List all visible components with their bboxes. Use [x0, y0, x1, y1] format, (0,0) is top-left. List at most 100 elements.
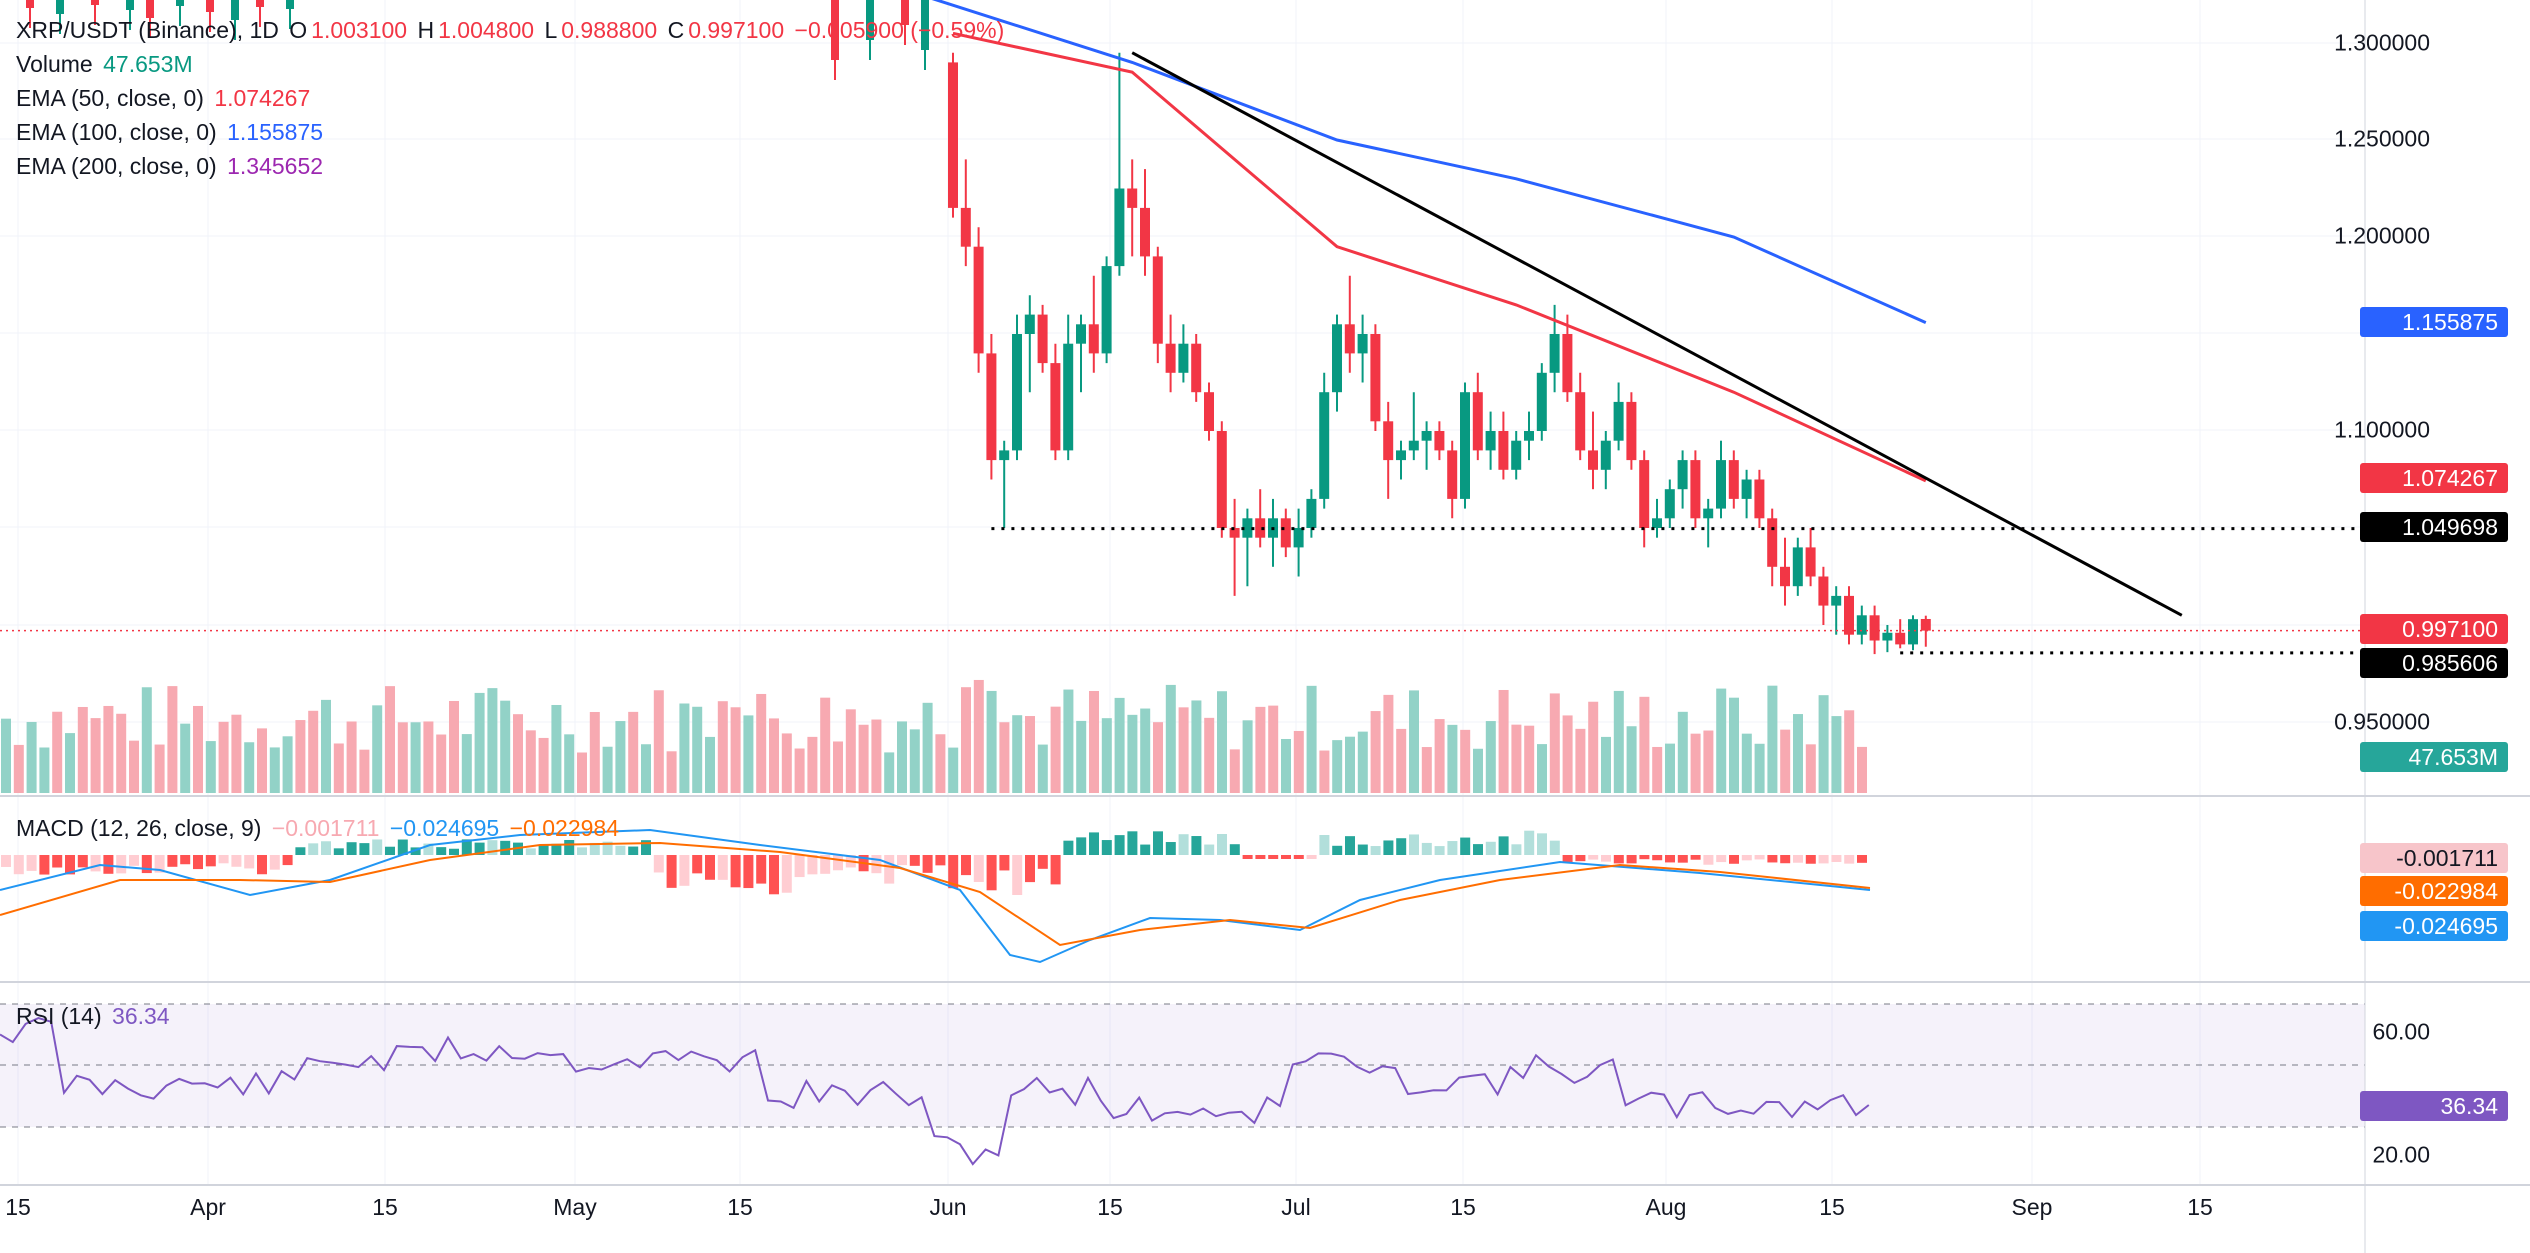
macd-hist-bar: [1447, 841, 1458, 855]
volume-bar: [1140, 708, 1151, 793]
candle-body: [1383, 421, 1394, 461]
macd-hist-bar: [141, 855, 152, 874]
volume-bar: [858, 724, 869, 793]
close-value: 0.997100: [688, 17, 785, 43]
macd-hist-bar: [231, 855, 242, 867]
volume-bar: [525, 730, 536, 793]
volume-bar: [436, 734, 447, 793]
volume-bar: [602, 746, 613, 793]
ema50-legend[interactable]: EMA (50, close, 0) 1.074267: [16, 82, 314, 114]
macd-hist-bar: [705, 855, 715, 880]
volume-bar: [589, 711, 600, 793]
volume-bar: [1562, 715, 1573, 793]
volume-legend[interactable]: Volume 47.653M: [16, 48, 197, 80]
candle-body: [1421, 431, 1432, 441]
time-label: Jul: [1281, 1194, 1311, 1220]
candle-body: [1869, 615, 1880, 641]
macd-hist-bar: [1101, 840, 1112, 855]
macd-hist-bar: [295, 847, 306, 855]
volume-bar: [410, 722, 421, 793]
candle-body: [1818, 576, 1829, 606]
ema100-label: EMA (100, close, 0): [16, 119, 217, 145]
macd-hist-bar: [756, 855, 767, 884]
macd-hist-bar: [1434, 846, 1445, 855]
macd-hist-bar: [1229, 844, 1240, 855]
volume-bar: [1652, 746, 1663, 793]
macd-hist-bar: [52, 855, 63, 868]
volume-bar: [1396, 728, 1407, 793]
ema100-legend[interactable]: EMA (100, close, 0) 1.155875: [16, 116, 327, 148]
drawings[interactable]: [0, 51, 2365, 655]
ema100-badge: 1.155875: [2360, 307, 2508, 337]
volume-bar: [1332, 740, 1343, 793]
volume-bar: [1511, 724, 1522, 793]
symbol-name[interactable]: XRP/USDT (Binance), 1D: [16, 17, 279, 43]
macd-hist-bar: [282, 855, 293, 866]
macd-hist-bar: [999, 855, 1010, 871]
ema50-value: 1.074267: [214, 85, 311, 111]
macd-hist-bar: [1, 855, 11, 867]
macd-hist-bar: [1524, 830, 1535, 855]
rsi-legend[interactable]: RSI (14) 36.34: [16, 1000, 174, 1032]
candle-body: [1908, 619, 1918, 645]
volume-bar: [180, 723, 191, 793]
time-label: Aug: [1645, 1194, 1687, 1220]
candle-body: [1344, 324, 1355, 354]
volume-bar: [1639, 696, 1650, 793]
macd-hist-bar: [1575, 855, 1586, 862]
ema200-legend[interactable]: EMA (200, close, 0) 1.345652: [16, 150, 327, 182]
macd-hist-bar: [1754, 855, 1765, 860]
macd-legend[interactable]: MACD (12, 26, close, 9) −0.001711 −0.024…: [16, 812, 623, 844]
volume-bar: [77, 706, 88, 793]
time-label: Apr: [190, 1194, 226, 1220]
macd-hist-bar: [602, 841, 613, 855]
volume-bar: [794, 748, 805, 793]
candle-body: [1447, 450, 1458, 499]
volume-bar: [1306, 685, 1317, 793]
symbol-legend[interactable]: XRP/USDT (Binance), 1D O 1.003100 H 1.0048…: [16, 14, 1008, 46]
volume-bar: [1204, 717, 1215, 793]
macd-hist-bar: [1562, 855, 1573, 863]
macd-hist-bar: [666, 855, 677, 888]
macd-hist-bar: [269, 855, 280, 870]
volume-bar: [692, 706, 703, 793]
candle-body: [206, 0, 214, 12]
volume-bar: [346, 721, 357, 793]
macd-hist-bar: [308, 843, 319, 855]
volume-bar: [205, 741, 216, 793]
volume-bar: [1127, 714, 1138, 793]
macd-hist-bar: [1242, 855, 1253, 859]
volume-bar: [551, 704, 562, 793]
macd-hist-bar: [1805, 855, 1816, 864]
close-label: C: [667, 17, 685, 43]
volume-bar: [986, 690, 997, 793]
candle-body: [1165, 343, 1176, 373]
macd-hist-bar: [1818, 855, 1829, 864]
macd-hist-bar: [1665, 855, 1675, 863]
macd-hist-bar: [1383, 840, 1394, 855]
candle-body: [1306, 498, 1317, 528]
macd-hist-bar: [167, 855, 178, 867]
volume-bar: [769, 718, 779, 793]
volume-bar: [218, 721, 229, 793]
volume-bar: [1076, 720, 1087, 793]
time-label: 15: [1450, 1194, 1476, 1220]
volume-bar: [1690, 733, 1701, 793]
volume-bar: [1, 718, 11, 793]
macd-hist-bar: [1601, 855, 1611, 862]
macd-hist-bar: [564, 839, 575, 855]
volume-bar: [1498, 689, 1509, 793]
volume-bar: [884, 752, 895, 793]
macd-hist-bar: [692, 855, 703, 874]
macd-hist-bar: [922, 855, 933, 873]
ema200-label: EMA (200, close, 0): [16, 153, 217, 179]
macd-hist-bar: [615, 845, 626, 855]
volume-bar: [167, 686, 178, 793]
candle-body: [1844, 595, 1854, 635]
candle-body: [1549, 334, 1560, 373]
volume-bar: [90, 718, 101, 793]
macd-hist-bar: [961, 855, 971, 876]
candle-body: [1780, 566, 1790, 587]
